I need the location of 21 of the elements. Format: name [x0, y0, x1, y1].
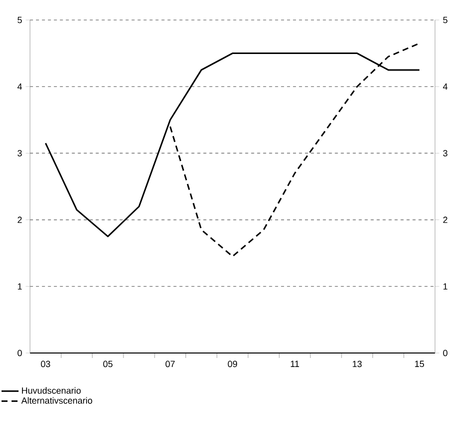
- x-tick-label: 03: [40, 360, 50, 368]
- x-tick-label: 11: [290, 360, 300, 367]
- x-tick-label: 07: [166, 360, 175, 368]
- legend-label: Huvudscenario: [22, 387, 81, 394]
- y-tick-label: 1: [18, 283, 22, 290]
- y-tick-label: 0: [18, 350, 22, 356]
- y-tick-label: 3: [18, 150, 22, 156]
- y2-tick-label: 4: [442, 84, 448, 90]
- y2-tick-label: 1: [443, 283, 448, 290]
- x-tick-label: 15: [415, 360, 424, 368]
- y2-tick-label: 2: [443, 216, 448, 223]
- x-tick-label: 05: [103, 360, 112, 368]
- y-tick-label: 2: [18, 216, 22, 223]
- y2-tick-label: 3: [443, 150, 448, 156]
- x-tick-label: 09: [228, 360, 238, 368]
- y-tick-label: 4: [17, 84, 22, 90]
- y2-tick-label: 0: [443, 350, 448, 356]
- y2-tick-label: 5: [443, 16, 448, 24]
- x-tick-label: 13: [352, 360, 362, 368]
- legend-label: Alternativscenario: [21, 397, 92, 404]
- y-tick-label: 5: [18, 16, 22, 24]
